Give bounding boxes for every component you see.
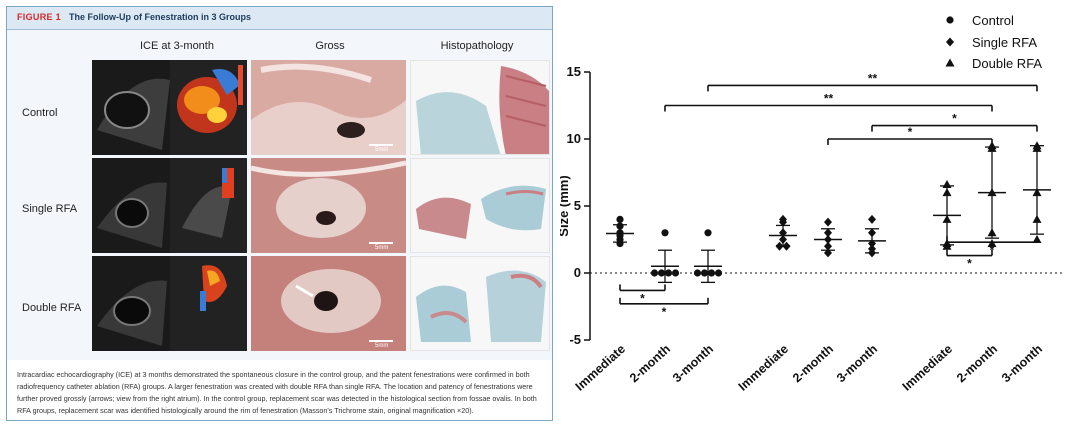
significance-label: * [662, 305, 667, 319]
data-point [650, 269, 659, 277]
legend-label: Control [972, 13, 1014, 28]
ice-image-single-rfa [92, 158, 247, 253]
histo-image-double-rfa [410, 256, 550, 351]
legend-label: Double RFA [972, 56, 1042, 71]
gross-image-control: 5mm [251, 60, 406, 155]
legend-label: Single RFA [972, 35, 1037, 50]
y-tick-label: 0 [574, 265, 581, 280]
data-point [782, 241, 791, 251]
data-point [661, 229, 669, 237]
data-point [616, 215, 624, 223]
significance-label: * [967, 257, 972, 271]
gross-image-double-rfa: 5mm [251, 256, 406, 351]
data-point [868, 214, 876, 224]
legend-marker [946, 37, 954, 47]
legend-marker [945, 58, 955, 67]
y-tick-label: 10 [567, 131, 581, 146]
figure-caption: Intracardiac echocardiography (ICE) at 3… [17, 370, 537, 415]
row-label-single-rfa: Single RFA [22, 203, 78, 215]
row-label-control: Control [22, 107, 58, 119]
figure-label: FIGURE 1 [17, 12, 61, 22]
data-point [664, 269, 673, 277]
figure-image-grid: ICE at 3-month Gross Histopathology Cont… [7, 30, 552, 360]
legend-marker [946, 16, 954, 24]
x-tick-label: Immediate [736, 342, 791, 394]
figure-title: The Follow-Up of Fenestration in 3 Group… [69, 12, 251, 22]
data-point [671, 269, 680, 277]
scatter-chart: -5 0 5 10 15 Size (mm) Immediate 2-month 3-month… [560, 0, 1080, 429]
data-point [707, 269, 716, 277]
data-point [775, 241, 784, 251]
y-tick-label: 5 [574, 198, 581, 213]
histo-image-single-rfa [410, 158, 550, 253]
column-header-histopathology: Histopathology [440, 40, 514, 52]
x-tick-label: Immediate [573, 342, 628, 394]
scale-label: 5mm [375, 147, 389, 153]
significance-label: * [640, 291, 645, 305]
scale-label: 5mm [375, 343, 389, 349]
histo-image-control [410, 60, 550, 155]
column-header-gross: Gross [315, 40, 345, 52]
y-tick-label: -5 [569, 332, 581, 347]
data-point [700, 269, 709, 277]
x-tick-label: 2-month [790, 342, 836, 385]
ice-image-double-rfa [92, 256, 247, 351]
column-header-ice: ICE at 3-month [140, 40, 214, 52]
data-point [693, 269, 702, 277]
data-point [942, 241, 952, 250]
data-point [824, 217, 832, 227]
significance-label: * [952, 112, 957, 126]
y-tick-label: 15 [567, 64, 581, 79]
significance-label: * [990, 243, 995, 257]
significance-label: * [908, 125, 913, 139]
row-label-double-rfa: Double RFA [22, 302, 82, 314]
gross-image-single-rfa: 5mm [251, 158, 406, 253]
significance-label: ** [824, 92, 834, 106]
x-tick-label: 2-month [627, 342, 673, 385]
figure-panel: FIGURE 1 The Follow-Up of Fenestration i… [6, 6, 553, 421]
x-tick-label: 3-month [670, 342, 716, 385]
figure-title-bar: FIGURE 1 The Follow-Up of Fenestration i… [7, 7, 552, 30]
scale-label: 5mm [375, 245, 389, 251]
ice-image-control [92, 60, 247, 155]
x-tick-label: Immediate [900, 342, 955, 394]
y-axis-label: Size (mm) [560, 175, 571, 236]
data-point [714, 269, 723, 277]
significance-label: ** [868, 71, 878, 85]
data-point [704, 229, 712, 237]
data-point [657, 269, 666, 277]
x-tick-label: 3-month [834, 342, 880, 385]
x-tick-label: 2-month [954, 342, 1000, 385]
x-tick-label: 3-month [999, 342, 1045, 385]
data-point [779, 217, 787, 227]
data-point [987, 239, 997, 248]
